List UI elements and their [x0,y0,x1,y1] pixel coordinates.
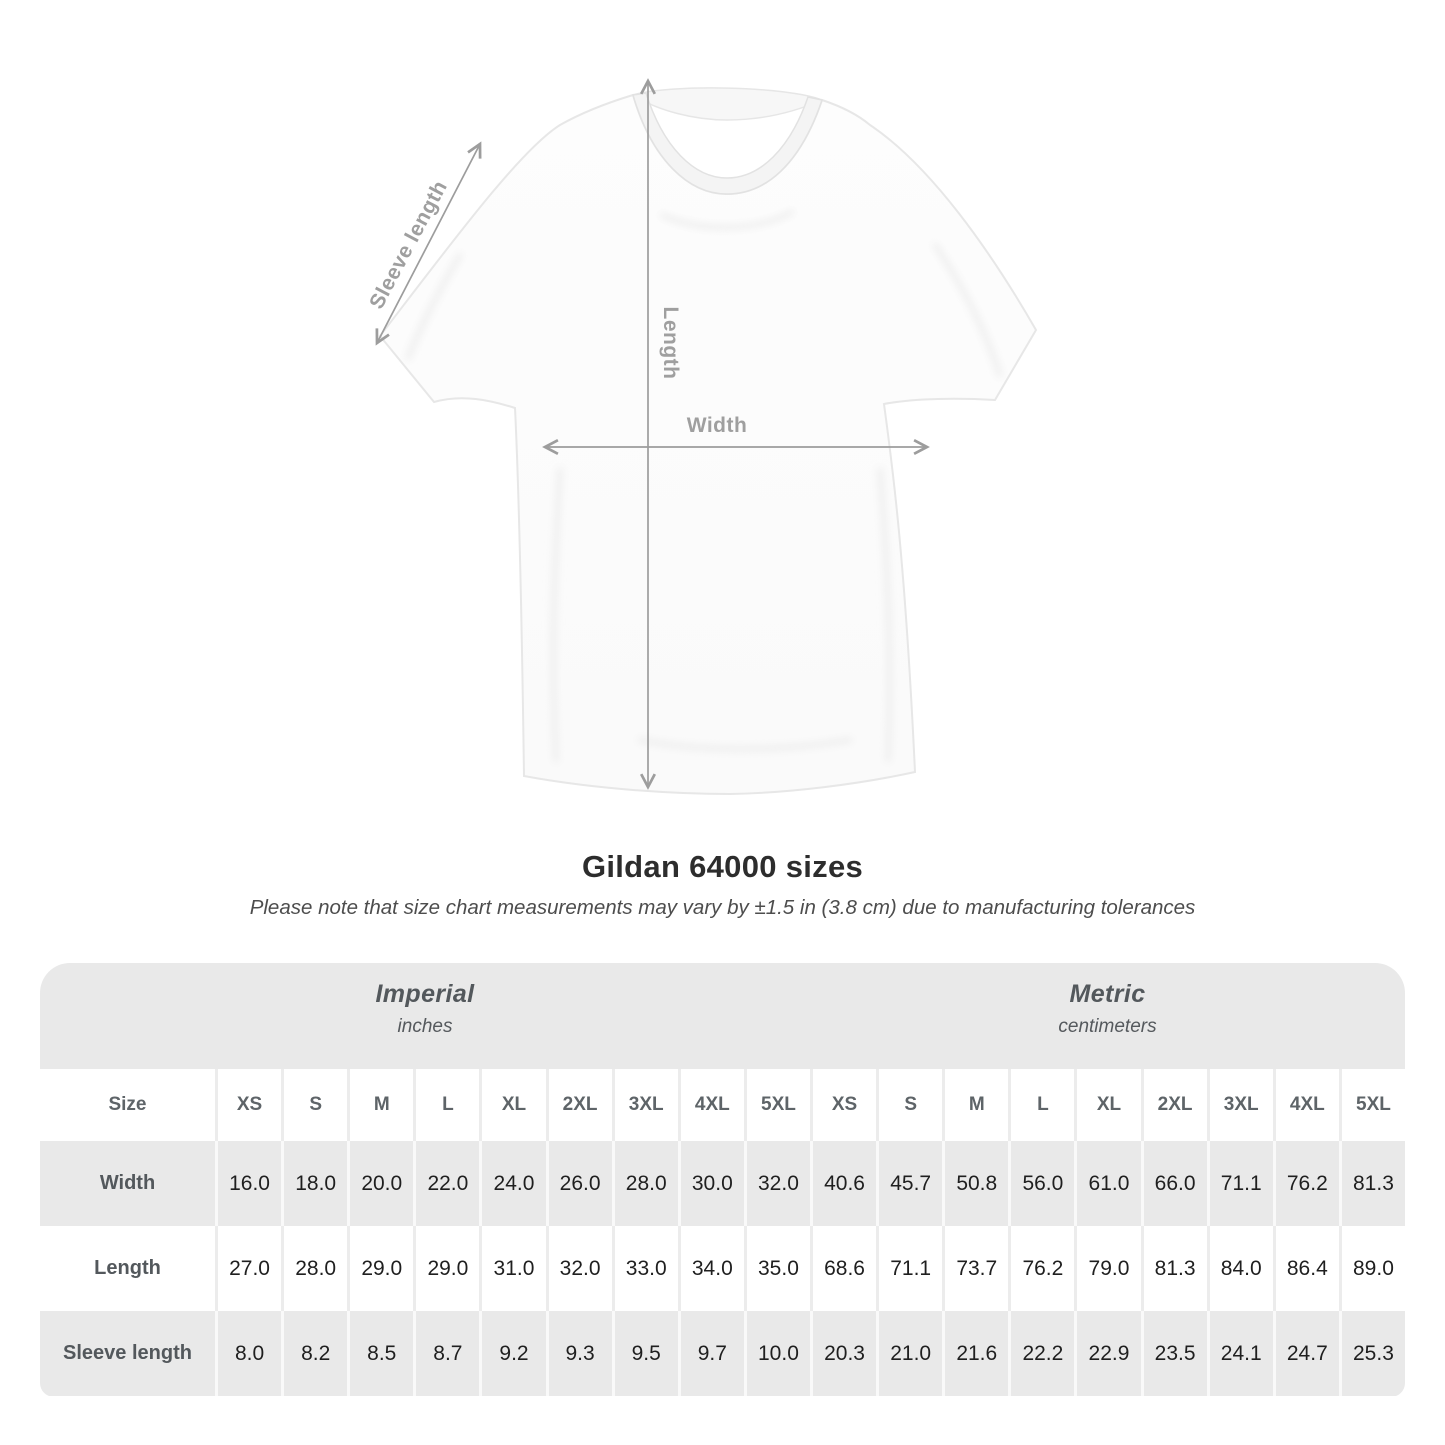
table-cell: 9.2 [479,1311,545,1396]
metric-label: Metric [1069,980,1146,1008]
table-cell: 26.0 [545,1141,612,1226]
table-cell: 32.0 [545,1226,612,1311]
table-cell: 81.3 [1140,1226,1207,1311]
size-header: 5XL [1338,1069,1405,1141]
table-cell: 29.0 [413,1226,479,1311]
size-header: L [1008,1069,1074,1141]
table-cell: 33.0 [611,1226,678,1311]
size-header: S [876,1069,942,1141]
size-header: L [413,1069,479,1141]
table-row-length: Length 27.0 28.0 29.0 29.0 31.0 32.0 33.… [40,1226,1405,1311]
table-cell: 56.0 [1008,1141,1074,1226]
table-cell: 22.0 [413,1141,479,1226]
table-cell: 40.6 [810,1141,876,1226]
table-cell: 29.0 [347,1226,413,1311]
table-cell: 24.7 [1272,1311,1339,1396]
unit-group-header: Imperial inches Metric centimeters [40,963,1405,1069]
table-cell: 73.7 [942,1226,1008,1311]
table-cell: 45.7 [876,1141,942,1226]
table-cell: 86.4 [1272,1226,1339,1311]
table-cell: 20.0 [347,1141,413,1226]
size-header: 2XL [1140,1069,1207,1141]
table-cell: 18.0 [281,1141,347,1226]
table-cell: 79.0 [1074,1226,1140,1311]
table-cell: 76.2 [1272,1141,1339,1226]
table-cell: 23.5 [1140,1311,1207,1396]
table-cell: 30.0 [677,1141,744,1226]
size-chart-table: Imperial inches Metric centimeters Size … [40,963,1405,1397]
table-cell: 10.0 [743,1311,810,1396]
table-cell: 21.6 [942,1311,1008,1396]
table-cell: 35.0 [743,1226,810,1311]
tolerance-note: Please note that size chart measurements… [249,896,1196,919]
table-cell: 9.3 [545,1311,612,1396]
table-cell: 22.2 [1008,1311,1074,1396]
size-header: XL [1074,1069,1140,1141]
tshirt-shape [378,87,1038,796]
row-label: Sleeve length [63,1342,192,1364]
table-cell: 89.0 [1338,1226,1405,1311]
size-header: XS [810,1069,876,1141]
table-cell: 84.0 [1206,1226,1273,1311]
metric-unit-label: centimeters [1058,1016,1157,1037]
measurement-arrows [375,78,930,790]
table-cell: 25.3 [1338,1311,1405,1396]
table-cell: 71.1 [1206,1141,1273,1226]
tshirt-measurement-diagram: Sleeve length Length Width [365,78,1038,796]
size-header: 3XL [611,1069,678,1141]
size-header: M [942,1069,1008,1141]
table-cell: 66.0 [1140,1141,1207,1226]
size-header: 3XL [1206,1069,1273,1141]
table-cell: 32.0 [743,1141,810,1226]
table-cell: 9.7 [677,1311,744,1396]
table-cell: 31.0 [479,1226,545,1311]
table-cell: 8.0 [215,1311,281,1396]
table-cell: 28.0 [611,1141,678,1226]
table-cell: 28.0 [281,1226,347,1311]
table-cell: 8.5 [347,1311,413,1396]
length-label: Length [659,306,682,380]
table-cell: 8.7 [413,1311,479,1396]
imperial-group-header: Imperial inches [40,963,810,1069]
width-label: Width [686,414,748,437]
size-header: XL [479,1069,545,1141]
table-cell: 22.9 [1074,1311,1140,1396]
imperial-unit-label: inches [397,1016,453,1037]
table-cell: 20.3 [810,1311,876,1396]
size-header-row: Size XS S M L XL 2XL 3XL 4XL 5XL XS S M … [40,1069,1405,1141]
table-cell: 24.0 [479,1141,545,1226]
table-cell: 8.2 [281,1311,347,1396]
size-header: XS [215,1069,281,1141]
table-cell: 68.6 [810,1226,876,1311]
page-title: Gildan 64000 sizes [581,849,864,884]
table-cell: 21.0 [876,1311,942,1396]
size-header: 4XL [677,1069,744,1141]
tshirt-illustration [375,78,1038,796]
row-label: Length [94,1257,161,1279]
table-row-sleeve-length: Sleeve length 8.0 8.2 8.5 8.7 9.2 9.3 9.… [40,1311,1405,1396]
size-header: S [281,1069,347,1141]
table-cell: 27.0 [215,1226,281,1311]
table-cell: 76.2 [1008,1226,1074,1311]
row-label: Width [99,1172,156,1194]
size-column-header: Size [108,1094,147,1115]
imperial-label: Imperial [375,980,475,1008]
table-cell: 71.1 [876,1226,942,1311]
size-header: M [347,1069,413,1141]
size-header: 5XL [743,1069,810,1141]
metric-group-header: Metric centimeters [810,963,1405,1069]
size-header: 4XL [1272,1069,1339,1141]
table-cell: 61.0 [1074,1141,1140,1226]
table-cell: 50.8 [942,1141,1008,1226]
table-cell: 81.3 [1338,1141,1405,1226]
table-cell: 24.1 [1206,1311,1273,1396]
table-row-width: Width 16.0 18.0 20.0 22.0 24.0 26.0 28.0… [40,1141,1405,1226]
table-cell: 34.0 [677,1226,744,1311]
size-header: 2XL [545,1069,612,1141]
table-cell: 9.5 [611,1311,678,1396]
table-cell: 16.0 [215,1141,281,1226]
sleeve-length-arrow [375,141,482,346]
